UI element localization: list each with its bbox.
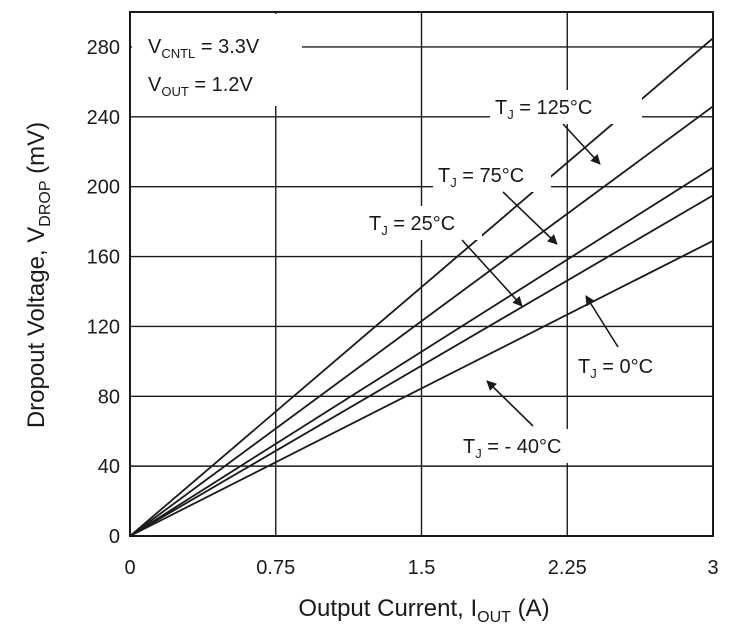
y-tick-label-0: 0 — [109, 526, 120, 548]
y-axis-title: Dropout Voltage, VDROP (mV) — [23, 122, 54, 428]
annotation-0c: TJ = 0°C — [578, 356, 653, 381]
x-tick-labels: 0 0.75 1.5 2.25 3 — [124, 557, 718, 579]
y-tick-label-6: 240 — [87, 107, 120, 129]
x-axis-title: Output Current, IOUT (A) — [298, 595, 549, 626]
y-tick-label-4: 160 — [87, 247, 120, 269]
x-tick-label-1: 0.75 — [256, 557, 295, 579]
y-tick-label-1: 40 — [98, 456, 120, 478]
x-tick-label-4: 3 — [707, 557, 718, 579]
x-tick-label-3: 2.25 — [548, 557, 587, 579]
y-tick-label-3: 120 — [87, 316, 120, 338]
y-tick-label-2: 80 — [98, 386, 120, 408]
x-tick-label-0: 0 — [124, 557, 135, 579]
y-tick-label-5: 200 — [87, 177, 120, 199]
y-tick-labels: 0 40 80 120 160 200 240 280 — [87, 37, 120, 548]
y-tick-label-7: 280 — [87, 37, 120, 59]
x-tick-label-2: 1.5 — [408, 557, 436, 579]
